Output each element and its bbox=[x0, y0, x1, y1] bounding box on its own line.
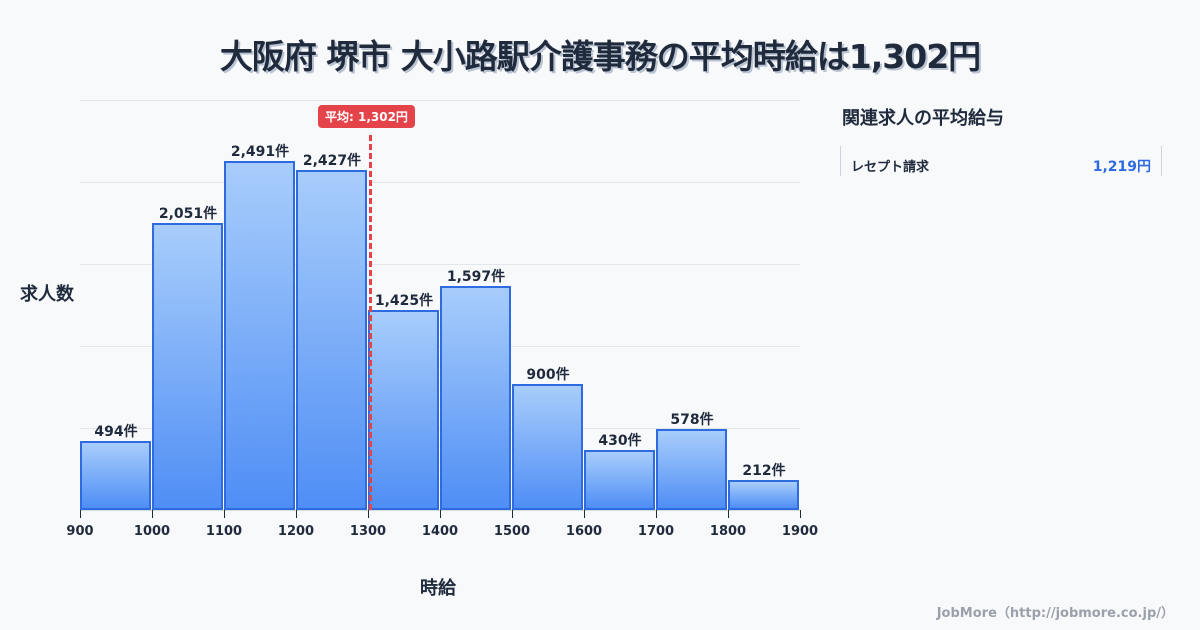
x-tick bbox=[512, 510, 513, 518]
bar-value-label: 900件 bbox=[526, 367, 570, 383]
average-line bbox=[369, 135, 372, 510]
gridline bbox=[80, 264, 800, 265]
x-axis-label: 時給 bbox=[420, 578, 456, 599]
x-tick bbox=[224, 510, 225, 518]
x-tick bbox=[152, 510, 153, 518]
bar-value-label: 430件 bbox=[598, 433, 642, 449]
x-tick bbox=[584, 510, 585, 518]
histogram-bar bbox=[152, 223, 223, 510]
histogram-bar bbox=[440, 286, 511, 510]
histogram-plot: 494件 2,051件 2,491件 2,427件 1,425件 1,597件 900件 43… bbox=[80, 100, 800, 510]
average-badge: 平均: 1,302円 bbox=[318, 105, 415, 128]
bar-value-label: 1,425件 bbox=[374, 293, 434, 309]
x-tick-label: 1700 bbox=[637, 524, 675, 539]
histogram-bar bbox=[584, 450, 655, 510]
x-tick bbox=[656, 510, 657, 518]
x-tick bbox=[728, 510, 729, 518]
x-tick bbox=[80, 510, 81, 518]
related-job-name: レセプト請求 bbox=[851, 160, 930, 175]
x-tick bbox=[440, 510, 441, 518]
x-tick-label: 1000 bbox=[133, 524, 171, 539]
x-tick-label: 1400 bbox=[421, 524, 459, 539]
bar-value-label: 578件 bbox=[670, 412, 714, 428]
x-tick bbox=[368, 510, 369, 518]
footer-credit: JobMore（http://jobmore.co.jp/） bbox=[936, 606, 1174, 621]
histogram-bar bbox=[224, 161, 295, 510]
x-tick-label: 1200 bbox=[277, 524, 315, 539]
gridline bbox=[80, 100, 800, 101]
x-tick-label: 1900 bbox=[781, 524, 819, 539]
bar-value-label: 2,427件 bbox=[302, 153, 362, 169]
x-tick-label: 1100 bbox=[205, 524, 243, 539]
bar-value-label: 2,051件 bbox=[158, 206, 218, 222]
histogram-bar bbox=[728, 480, 799, 510]
x-tick bbox=[800, 510, 801, 518]
bar-value-label: 1,597件 bbox=[446, 269, 506, 285]
related-salary-title: 関連求人の平均給与 bbox=[842, 108, 1004, 129]
x-tick-label: 900 bbox=[66, 524, 94, 539]
page-title: 大阪府 堺市 大小路駅介護事務の平均時給は1,302円 bbox=[219, 37, 981, 76]
bar-value-label: 212件 bbox=[742, 463, 786, 479]
bar-value-label: 494件 bbox=[94, 424, 138, 440]
x-tick-label: 1500 bbox=[493, 524, 531, 539]
x-tick-label: 1600 bbox=[565, 524, 603, 539]
histogram-bar bbox=[512, 384, 583, 510]
y-axis-label: 求人数 bbox=[20, 284, 74, 305]
x-tick-label: 1800 bbox=[709, 524, 747, 539]
histogram-bar bbox=[80, 441, 151, 510]
x-tick bbox=[296, 510, 297, 518]
related-job-item[interactable]: レセプト請求 1,219円 bbox=[840, 146, 1162, 176]
gridline bbox=[80, 182, 800, 183]
bar-value-label: 2,491件 bbox=[230, 144, 290, 160]
related-job-value: 1,219円 bbox=[1092, 159, 1151, 175]
histogram-bar bbox=[368, 310, 439, 510]
histogram-bar bbox=[296, 170, 367, 510]
histogram-bar bbox=[656, 429, 727, 510]
x-tick-label: 1300 bbox=[349, 524, 387, 539]
